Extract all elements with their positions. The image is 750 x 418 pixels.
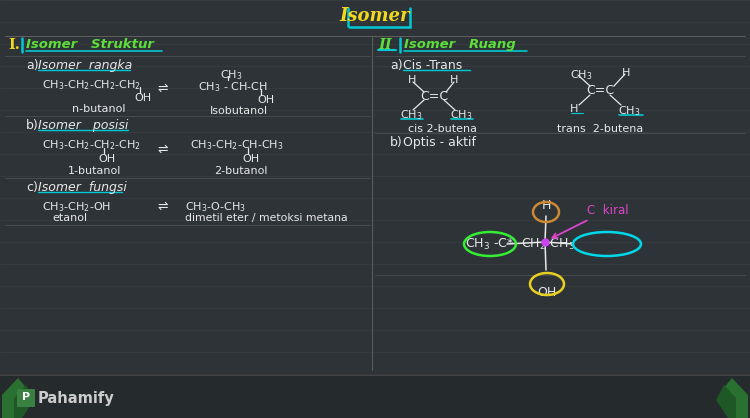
Text: OH: OH xyxy=(98,154,116,164)
Text: Isomer   posisi: Isomer posisi xyxy=(38,119,128,132)
Text: H: H xyxy=(408,75,416,85)
Text: CH$_3$-CH$_2$-OH: CH$_3$-CH$_2$-OH xyxy=(42,200,111,214)
Text: C=C: C=C xyxy=(586,84,614,97)
Text: trans  2-butena: trans 2-butena xyxy=(557,124,644,134)
Text: OH: OH xyxy=(257,95,274,105)
Text: c): c) xyxy=(26,181,38,194)
Text: Optis - aktif: Optis - aktif xyxy=(403,136,476,149)
Text: ⇌: ⇌ xyxy=(158,200,168,213)
Text: 1-butanol: 1-butanol xyxy=(68,166,122,176)
Text: n-butanol: n-butanol xyxy=(72,104,125,114)
Text: CH$_3$ - CH-CH: CH$_3$ - CH-CH xyxy=(198,80,268,94)
Text: a): a) xyxy=(26,59,39,72)
Text: Isomer  rangka: Isomer rangka xyxy=(38,59,132,72)
Text: H: H xyxy=(450,75,458,85)
Text: ⇌: ⇌ xyxy=(158,143,168,156)
Text: CH$_3$: CH$_3$ xyxy=(618,104,640,118)
Text: cis 2-butena: cis 2-butena xyxy=(408,124,477,134)
Polygon shape xyxy=(722,378,748,418)
Text: Isomer: Isomer xyxy=(340,7,410,25)
Text: Isomer   Ruang: Isomer Ruang xyxy=(404,38,516,51)
Text: H: H xyxy=(622,68,630,78)
Text: OH: OH xyxy=(242,154,260,164)
Text: CH$_3$: CH$_3$ xyxy=(570,68,592,82)
Text: H: H xyxy=(542,199,550,212)
Text: OH: OH xyxy=(537,286,556,299)
Text: P: P xyxy=(22,392,30,402)
Text: CH$_3$: CH$_3$ xyxy=(220,68,242,82)
Text: CH$_3$: CH$_3$ xyxy=(450,108,472,122)
Text: C  kiral: C kiral xyxy=(552,204,628,238)
Text: etanol: etanol xyxy=(52,213,87,223)
Text: CH$_3$ -C*- CH$_2$-CH$_3$: CH$_3$ -C*- CH$_2$-CH$_3$ xyxy=(465,237,575,252)
Text: Cis -Trans: Cis -Trans xyxy=(403,59,462,72)
Polygon shape xyxy=(2,378,28,418)
Polygon shape xyxy=(716,385,736,418)
Text: H: H xyxy=(570,104,578,114)
Text: II: II xyxy=(378,38,392,52)
Text: OH: OH xyxy=(134,93,151,103)
Polygon shape xyxy=(14,385,34,418)
Text: C=C: C=C xyxy=(420,90,448,103)
Text: Pahamify: Pahamify xyxy=(38,391,115,406)
Text: CH$_3$-CH$_2$-CH$_2$-CH$_2$: CH$_3$-CH$_2$-CH$_2$-CH$_2$ xyxy=(42,78,141,92)
Text: Isomer  fungsi: Isomer fungsi xyxy=(38,181,127,194)
Text: ⇌: ⇌ xyxy=(158,82,168,95)
Text: CH$_3$-CH$_2$-CH$_2$-CH$_2$: CH$_3$-CH$_2$-CH$_2$-CH$_2$ xyxy=(42,138,141,152)
Polygon shape xyxy=(0,375,750,418)
Text: 2-butanol: 2-butanol xyxy=(214,166,268,176)
Text: dimetil eter / metoksi metana: dimetil eter / metoksi metana xyxy=(185,213,347,223)
FancyBboxPatch shape xyxy=(17,389,35,407)
Text: a): a) xyxy=(390,59,403,72)
Text: CH$_3$: CH$_3$ xyxy=(400,108,422,122)
Text: I.: I. xyxy=(8,38,20,52)
Text: b): b) xyxy=(390,136,403,149)
Text: Isobutanol: Isobutanol xyxy=(210,106,268,116)
Text: CH$_3$-O-CH$_3$: CH$_3$-O-CH$_3$ xyxy=(185,200,246,214)
Text: Isomer   Struktur: Isomer Struktur xyxy=(26,38,154,51)
Text: CH$_3$-CH$_2$-CH-CH$_3$: CH$_3$-CH$_2$-CH-CH$_3$ xyxy=(190,138,284,152)
Text: b): b) xyxy=(26,119,39,132)
